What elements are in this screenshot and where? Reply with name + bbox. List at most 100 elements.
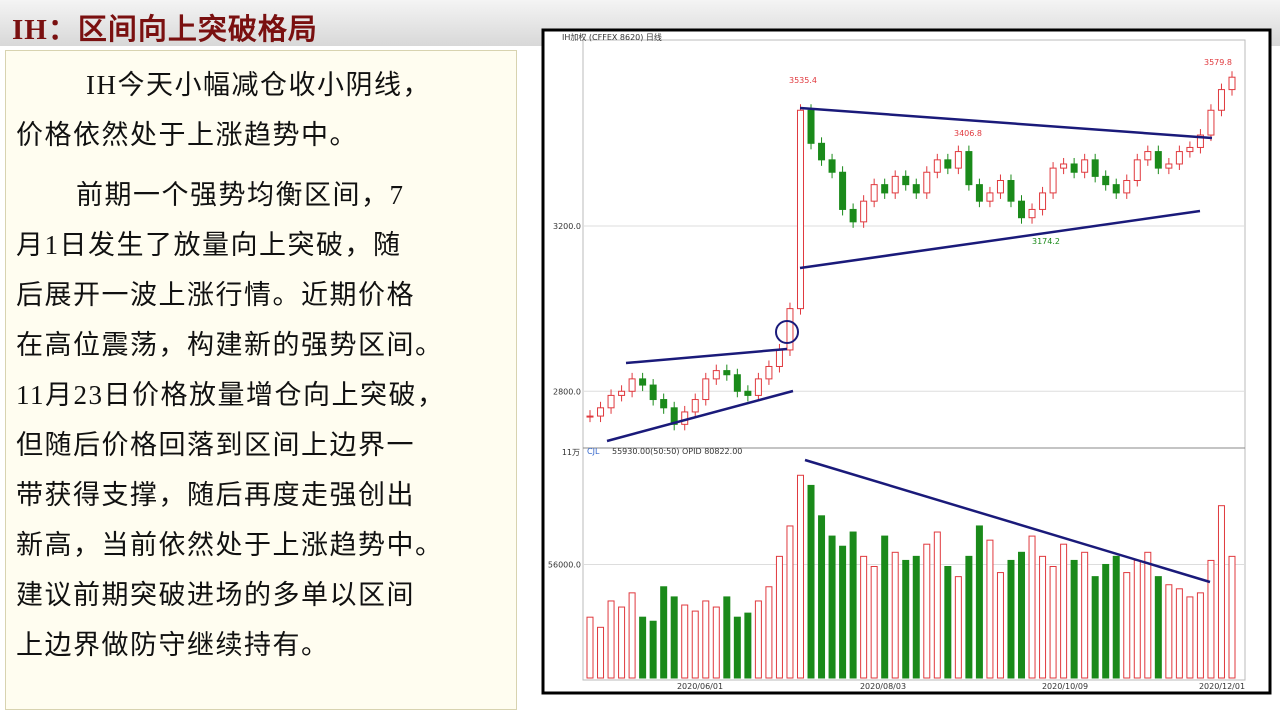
volume-bar bbox=[1196, 592, 1204, 679]
candle bbox=[607, 394, 615, 409]
candle bbox=[670, 407, 678, 425]
volume-bar bbox=[702, 600, 710, 679]
volume-bar bbox=[691, 610, 699, 679]
volume-bar bbox=[1165, 584, 1173, 679]
volume-bar bbox=[670, 596, 678, 679]
volume-bar bbox=[933, 531, 941, 679]
candle bbox=[1112, 184, 1120, 194]
price-label: 3174.2 bbox=[1032, 237, 1060, 246]
x-tick-label: 2020/08/03 bbox=[860, 682, 906, 691]
y-tick-label: 3200.0 bbox=[553, 222, 581, 231]
volume-bar bbox=[775, 555, 783, 679]
volume-bar bbox=[818, 515, 826, 679]
text-line: IH今天小幅减仓收小阴线， bbox=[86, 70, 431, 100]
text-line: 但随后价格回落到区间上边界一 bbox=[16, 430, 415, 460]
candle bbox=[1196, 134, 1204, 148]
candle bbox=[996, 180, 1004, 194]
text-box: IH今天小幅减仓收小阴线， 价格依然处于上涨趋势中。 前期一个强势均衡区间，7 月1日… bbox=[5, 50, 517, 710]
volume-bar bbox=[975, 525, 983, 679]
candle bbox=[796, 109, 804, 310]
volume-bar bbox=[902, 559, 910, 679]
candle bbox=[912, 184, 920, 194]
volume-bar bbox=[1039, 555, 1047, 679]
volume-bar bbox=[1144, 551, 1152, 679]
volume-bar bbox=[744, 612, 752, 679]
candle bbox=[691, 399, 699, 413]
y2-tick-label: 56000.0 bbox=[548, 560, 581, 569]
price-label: 3579.8 bbox=[1204, 58, 1232, 67]
text-line: 带获得支撑，随后再度走强创出 bbox=[16, 480, 415, 510]
candle bbox=[744, 390, 752, 396]
volume-bar bbox=[628, 592, 636, 679]
volume-bar bbox=[1133, 559, 1141, 679]
candle bbox=[597, 407, 605, 417]
volume-bar bbox=[839, 545, 847, 679]
candle bbox=[944, 159, 952, 169]
candle bbox=[954, 151, 962, 169]
candle bbox=[628, 378, 636, 392]
volume-bar bbox=[807, 484, 815, 679]
trend-line bbox=[625, 347, 788, 365]
candle bbox=[1175, 151, 1183, 165]
candle bbox=[754, 378, 762, 396]
candle bbox=[975, 184, 983, 202]
text-line: 前期一个强势均衡区间，7 bbox=[76, 180, 405, 210]
candle bbox=[1165, 163, 1173, 169]
volume-indicator: 55930.00(50:50) OPID 80822.00 bbox=[612, 447, 742, 456]
candle bbox=[1028, 208, 1036, 219]
candle bbox=[765, 365, 773, 380]
text-line: 上边界做防守继续持有。 bbox=[16, 630, 330, 660]
candle bbox=[681, 411, 689, 425]
volume-unit: 11万 bbox=[562, 448, 580, 457]
breakout-circle bbox=[775, 320, 799, 344]
volume-bar bbox=[786, 525, 794, 679]
volume-bar bbox=[944, 566, 952, 679]
volume-header: CJL bbox=[587, 447, 600, 456]
candle bbox=[660, 399, 668, 409]
x-tick-label: 2020/10/09 bbox=[1042, 682, 1088, 691]
text-line: 在高位震荡，构建新的强势区间。 bbox=[16, 330, 444, 360]
volume-bar bbox=[796, 474, 804, 679]
volume-bar bbox=[860, 555, 868, 679]
chart-header: IH加权 (CFFEX 8620) 日线 bbox=[562, 32, 662, 42]
candle bbox=[618, 390, 626, 396]
volume-bar bbox=[1154, 576, 1162, 679]
candle bbox=[1133, 159, 1141, 182]
candle bbox=[1007, 180, 1015, 202]
volume-bar bbox=[586, 616, 594, 679]
volume-bar bbox=[1217, 505, 1225, 679]
volume-bar bbox=[765, 586, 773, 679]
volume-bar bbox=[849, 531, 857, 679]
x-tick-label: 2020/06/01 bbox=[677, 682, 723, 691]
volume-bar bbox=[828, 535, 836, 679]
candle bbox=[1154, 151, 1162, 169]
candle bbox=[1039, 192, 1047, 210]
volume-bar bbox=[649, 620, 657, 679]
candle bbox=[1018, 200, 1026, 219]
volume-bar bbox=[881, 535, 889, 679]
text-line: 11月23日价格放量增仓向上突破， bbox=[16, 380, 446, 410]
y-tick-label: 2800.0 bbox=[553, 387, 581, 396]
volume-bar bbox=[723, 596, 731, 679]
candle bbox=[902, 175, 910, 186]
volume-bar bbox=[607, 600, 615, 679]
volume-bar bbox=[1060, 543, 1068, 679]
volume-bar bbox=[639, 616, 647, 679]
text-line: 新高，当前依然处于上涨趋势中。 bbox=[16, 530, 444, 560]
candle bbox=[870, 184, 878, 202]
volume-bar bbox=[1112, 555, 1120, 679]
candle bbox=[1144, 151, 1152, 161]
volume-bar bbox=[1049, 566, 1057, 679]
volume-bar bbox=[1028, 535, 1036, 679]
volume-bar bbox=[1102, 563, 1110, 679]
volume-bar bbox=[754, 600, 762, 679]
candle bbox=[786, 308, 794, 351]
trend-line bbox=[804, 458, 1211, 584]
candle bbox=[891, 175, 899, 194]
candle bbox=[1123, 180, 1131, 194]
volume-bar bbox=[733, 616, 741, 679]
volume-bar bbox=[1175, 588, 1183, 679]
text-line: 价格依然处于上涨趋势中。 bbox=[16, 120, 358, 150]
